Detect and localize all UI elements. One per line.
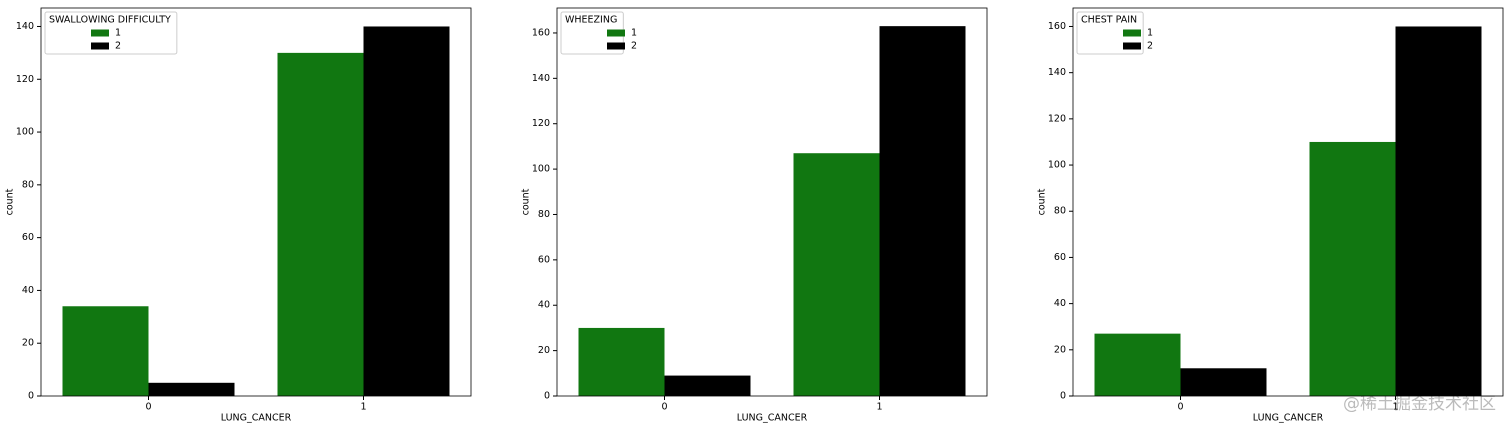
x-axis-label: LUNG_CANCER bbox=[221, 413, 292, 424]
y-tick-label: 20 bbox=[1054, 344, 1066, 355]
bar bbox=[1094, 333, 1181, 396]
y-tick-label: 120 bbox=[1048, 113, 1066, 124]
legend-label: 2 bbox=[631, 41, 637, 52]
y-tick-label: 0 bbox=[28, 391, 34, 402]
legend-label: 2 bbox=[1147, 41, 1153, 52]
y-tick-label: 0 bbox=[1060, 391, 1066, 402]
bar bbox=[578, 327, 665, 396]
y-tick-label: 140 bbox=[1048, 67, 1066, 78]
chart: 0 20 40 60 80 100 120 140 160 0 1 LUNG_CANCER count W… bbox=[521, 7, 988, 424]
y-tick-label: 100 bbox=[1048, 160, 1066, 171]
bar bbox=[62, 306, 149, 396]
x-axis-label: LUNG_CANCER bbox=[737, 413, 808, 424]
y-tick-label: 140 bbox=[16, 21, 34, 32]
y-tick-label: 100 bbox=[532, 164, 550, 175]
plot-frame bbox=[556, 7, 988, 397]
x-tick-label: 1 bbox=[876, 402, 882, 413]
plot-frame bbox=[1072, 7, 1504, 397]
y-tick-label: 40 bbox=[1054, 298, 1066, 309]
legend-swatch bbox=[607, 42, 625, 50]
chart: 0 20 40 60 80 100 120 140 0 1 LUNG_CANCER count SWAL… bbox=[5, 7, 472, 424]
plot-frame bbox=[40, 7, 472, 397]
legend-box bbox=[44, 11, 178, 55]
y-tick-label: 80 bbox=[22, 179, 34, 190]
bar bbox=[277, 52, 364, 396]
y-axis-label: count bbox=[521, 188, 532, 215]
legend-title: SWALLOWING DIFFICULTY bbox=[49, 15, 171, 26]
bar bbox=[664, 375, 751, 396]
legend-swatch bbox=[1123, 29, 1141, 37]
y-tick-label: 0 bbox=[544, 391, 550, 402]
bar bbox=[1180, 368, 1267, 396]
legend-title: WHEEZING bbox=[565, 15, 617, 26]
y-tick-label: 40 bbox=[22, 285, 34, 296]
bar bbox=[793, 153, 880, 396]
y-tick-label: 80 bbox=[538, 209, 550, 220]
bar bbox=[148, 382, 235, 396]
y-axis-label: count bbox=[1037, 188, 1048, 215]
y-tick-label: 160 bbox=[1048, 21, 1066, 32]
y-tick-label: 120 bbox=[16, 74, 34, 85]
x-tick-label: 0 bbox=[145, 402, 151, 413]
bar bbox=[1395, 26, 1482, 396]
y-tick-label: 60 bbox=[1054, 252, 1066, 263]
x-axis-label: LUNG_CANCER bbox=[1253, 413, 1324, 424]
legend-label: 2 bbox=[115, 41, 121, 52]
legend-swatch bbox=[91, 42, 109, 50]
y-tick-label: 40 bbox=[538, 300, 550, 311]
x-tick-label: 0 bbox=[1177, 402, 1183, 413]
legend-label: 1 bbox=[115, 28, 121, 39]
chart: 0 20 40 60 80 100 120 140 160 0 1 LUNG_CANCER count C… bbox=[1037, 7, 1504, 424]
y-tick-label: 140 bbox=[532, 73, 550, 84]
y-tick-label: 20 bbox=[538, 345, 550, 356]
y-tick-label: 100 bbox=[16, 127, 34, 138]
y-tick-label: 20 bbox=[22, 338, 34, 349]
y-tick-label: 120 bbox=[532, 118, 550, 129]
x-tick-label: 1 bbox=[1392, 402, 1398, 413]
legend-swatch bbox=[1123, 42, 1141, 50]
y-tick-label: 80 bbox=[1054, 206, 1066, 217]
bar bbox=[363, 26, 450, 396]
legend-label: 1 bbox=[1147, 28, 1153, 39]
watermark: @稀土掘金技术社区 bbox=[1343, 394, 1496, 414]
bar bbox=[879, 26, 966, 397]
bar bbox=[1309, 141, 1396, 396]
x-tick-label: 1 bbox=[360, 402, 366, 413]
legend-label: 1 bbox=[631, 28, 637, 39]
y-tick-label: 60 bbox=[538, 254, 550, 265]
y-axis-label: count bbox=[5, 188, 16, 215]
legend-swatch bbox=[91, 29, 109, 37]
x-tick-label: 0 bbox=[661, 402, 667, 413]
y-tick-label: 160 bbox=[532, 27, 550, 38]
y-tick-label: 60 bbox=[22, 232, 34, 243]
legend-title: CHEST PAIN bbox=[1081, 15, 1137, 26]
legend-swatch bbox=[607, 29, 625, 37]
